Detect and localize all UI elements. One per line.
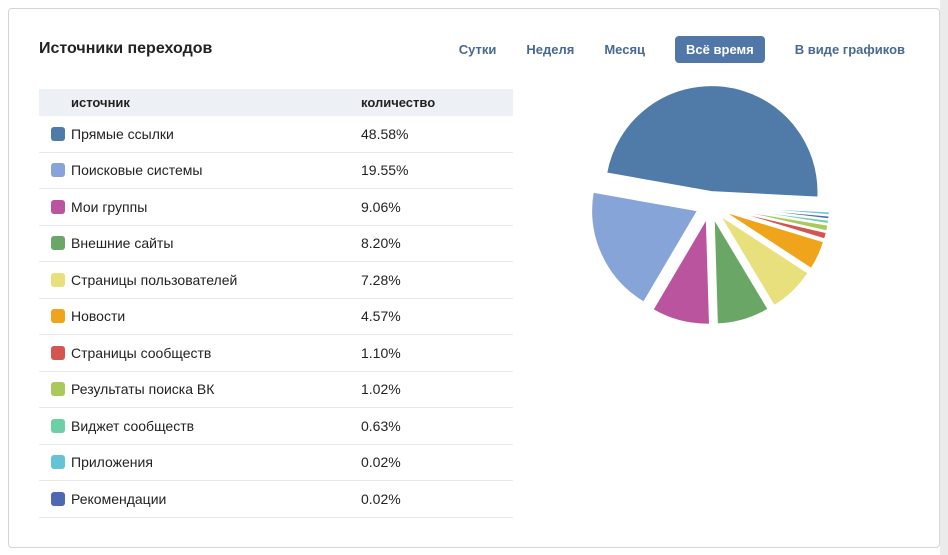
pie-slice-2[interactable]: [651, 216, 712, 326]
column-header-source: источник: [71, 95, 130, 110]
source-value: 8.20%: [361, 235, 401, 252]
tab-week[interactable]: Неделя: [526, 41, 575, 57]
source-label: Поисковые системы: [71, 162, 203, 179]
table-row: Рекомендации 0.02%: [39, 481, 513, 518]
sources-table: источник количество Прямые ссылки 48.58%…: [39, 89, 513, 518]
source-value: 1.10%: [361, 344, 401, 361]
window-edge-strip: [940, 0, 948, 555]
source-color-swatch: [51, 491, 65, 506]
table-row: Страницы пользователей 7.28%: [39, 262, 513, 299]
table-row: Прямые ссылки 48.58%: [39, 116, 513, 153]
period-tabs: Сутки Неделя Месяц Всё время В виде графиков: [458, 35, 905, 63]
source-value: 0.63%: [361, 417, 401, 434]
source-value: 7.28%: [361, 271, 401, 288]
source-color-swatch: [51, 236, 65, 251]
table-row: Мои группы 9.06%: [39, 189, 513, 226]
source-label: Внешние сайты: [71, 235, 174, 252]
pie-chart: [590, 84, 831, 326]
view-as-charts-link[interactable]: В виде графиков: [794, 41, 905, 57]
page-title: Источники переходов: [39, 40, 213, 57]
tab-day[interactable]: Сутки: [458, 41, 497, 57]
source-label: Рекомендации: [71, 490, 167, 507]
table-row: Страницы сообществ 1.10%: [39, 335, 513, 372]
table-row: Новости 4.57%: [39, 299, 513, 335]
source-label: Приложения: [71, 454, 153, 471]
table-header-row: источник количество: [39, 89, 513, 116]
source-color-swatch: [51, 199, 65, 214]
source-color-swatch: [51, 345, 65, 360]
traffic-sources-card: Источники переходов Сутки Неделя Месяц Всё …: [8, 8, 940, 548]
card-header: Источники переходов Сутки Неделя Месяц Всё …: [39, 33, 905, 65]
source-color-swatch: [51, 272, 65, 287]
table-row: Виджет сообществ 0.63%: [39, 408, 513, 445]
source-label: Виджет сообществ: [71, 417, 195, 434]
source-value: 48.58%: [361, 125, 409, 142]
table-row: Внешние сайты 8.20%: [39, 226, 513, 262]
source-value: 9.06%: [361, 198, 401, 215]
pie-slice-5[interactable]: [720, 209, 826, 271]
source-color-swatch: [51, 455, 65, 470]
source-label: Прямые ссылки: [71, 125, 174, 142]
column-header-count: количество: [361, 95, 436, 110]
source-label: Страницы пользователей: [71, 271, 238, 288]
pie-slice-0[interactable]: [605, 84, 820, 199]
source-value: 0.02%: [361, 454, 401, 471]
pie-slice-4[interactable]: [718, 213, 810, 308]
source-value: 1.02%: [361, 381, 401, 398]
source-color-swatch: [51, 382, 65, 397]
source-label: Результаты поиска ВК: [71, 381, 215, 398]
source-value: 4.57%: [361, 308, 401, 325]
tab-all-time[interactable]: Всё время: [675, 35, 765, 63]
source-color-swatch: [51, 126, 65, 141]
source-label: Новости: [71, 308, 126, 325]
table-body: Прямые ссылки 48.58% Поисковые системы 1…: [39, 116, 513, 518]
source-label: Мои группы: [71, 198, 148, 215]
source-value: 19.55%: [361, 162, 409, 179]
table-row: Приложения 0.02%: [39, 445, 513, 481]
tab-month[interactable]: Месяц: [604, 41, 646, 57]
pie-slice-1[interactable]: [590, 190, 700, 304]
source-color-swatch: [51, 418, 65, 433]
pie-slice-9[interactable]: [721, 204, 831, 217]
source-color-swatch: [51, 309, 65, 324]
pie-slice-3[interactable]: [712, 216, 770, 326]
source-value: 0.02%: [361, 490, 401, 507]
table-row: Поисковые системы 19.55%: [39, 153, 513, 189]
source-color-swatch: [51, 163, 65, 178]
table-row: Результаты поиска ВК 1.02%: [39, 372, 513, 408]
source-label: Страницы сообществ: [71, 344, 212, 361]
